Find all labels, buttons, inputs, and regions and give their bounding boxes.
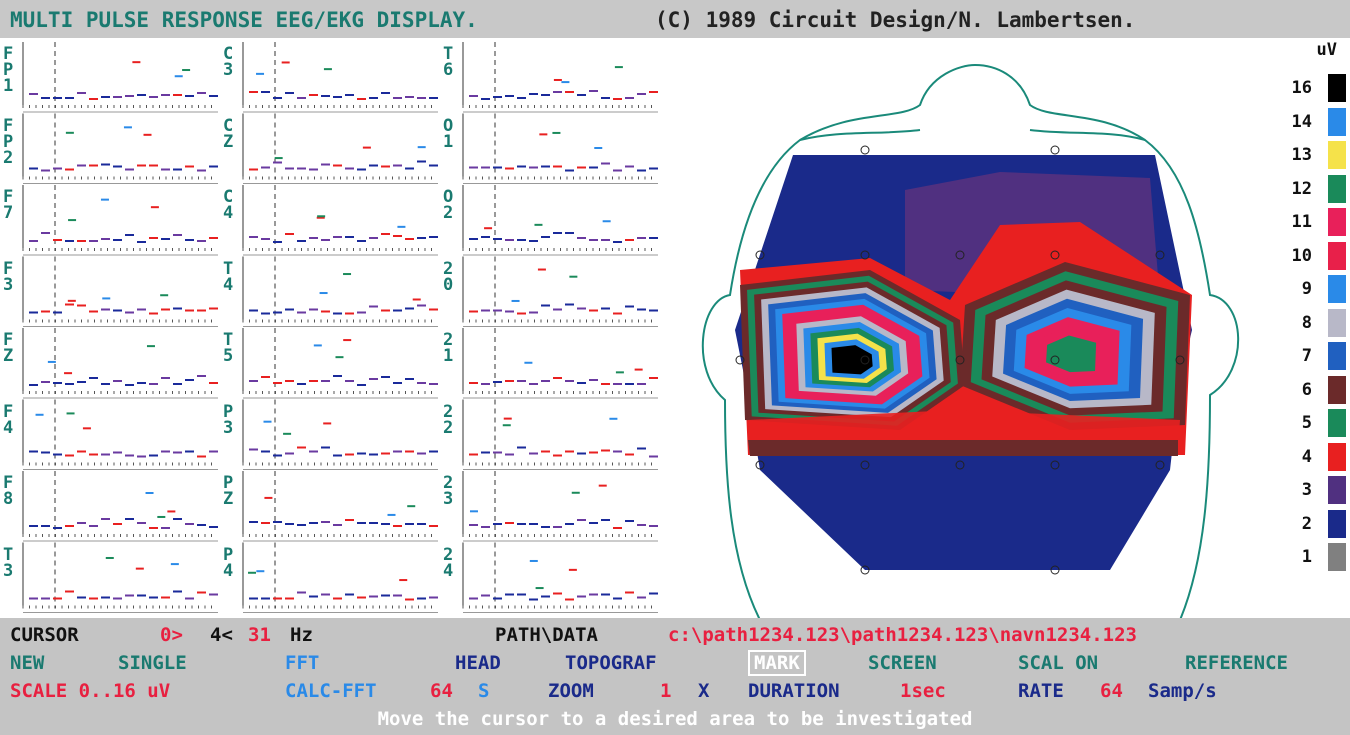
legend-label: 4 (1280, 447, 1312, 467)
legend-swatch (1328, 74, 1346, 102)
menu-item[interactable]: MARK (748, 650, 806, 676)
settings-item: S (478, 680, 489, 702)
cursor_line-item: 4< (210, 624, 233, 646)
topography (665, 38, 1350, 618)
channel-label: PZ (223, 475, 237, 507)
menu-item[interactable]: HEAD (455, 652, 501, 674)
channel-label: F7 (3, 189, 17, 221)
channel-label: 20 (443, 261, 457, 293)
cursor_line-item: c:\path1234.123\path1234.123\navn1234.12… (668, 624, 1137, 646)
legend-swatch (1328, 510, 1346, 538)
settings-item: Samp/s (1148, 680, 1217, 702)
legend-label: 14 (1280, 112, 1312, 132)
head-map (665, 38, 1350, 618)
legend-swatch (1328, 476, 1346, 504)
channel-label: C3 (223, 46, 237, 78)
channel-label: FP1 (3, 46, 17, 94)
map-level (748, 440, 1178, 456)
legend-swatch (1328, 108, 1346, 136)
legend-label: 12 (1280, 179, 1312, 199)
trace-panel (0, 38, 665, 618)
legend-swatch (1328, 309, 1346, 337)
electrode (861, 146, 869, 154)
channel-label: 21 (443, 332, 457, 364)
message: Move the cursor to a desired area to be … (0, 708, 1350, 730)
legend-unit: uV (1305, 40, 1337, 60)
channel-label: T5 (223, 332, 237, 364)
menu-item[interactable]: SCAL ON (1018, 652, 1098, 674)
legend-swatch (1328, 208, 1346, 236)
cursor_line-item: Hz (290, 624, 313, 646)
channel-label: T3 (3, 547, 17, 579)
channel-label: 23 (443, 475, 457, 507)
legend-label: 13 (1280, 145, 1312, 165)
channel-label: F4 (3, 404, 17, 436)
cursor_line-item: 31 (248, 624, 271, 646)
menu-item[interactable]: TOPOGRAF (565, 652, 657, 674)
legend-label: 3 (1280, 480, 1312, 500)
legend-swatch (1328, 376, 1346, 404)
traces (0, 38, 665, 618)
channel-label: 24 (443, 547, 457, 579)
legend-swatch (1328, 242, 1346, 270)
settings-item: ZOOM (548, 680, 594, 702)
settings-item: X (698, 680, 709, 702)
legend-label: 10 (1280, 246, 1312, 266)
electrode (1051, 146, 1059, 154)
cursor_line-item: PATH\DATA (495, 624, 598, 646)
legend-label: 5 (1280, 413, 1312, 433)
title: MULTI PULSE RESPONSE EEG/EKG DISPLAY. (10, 8, 478, 32)
legend-swatch (1328, 141, 1346, 169)
settings-item: RATE (1018, 680, 1064, 702)
legend-label: 11 (1280, 212, 1312, 232)
legend-label: 16 (1280, 78, 1312, 98)
legend-swatch (1328, 409, 1346, 437)
menu-item[interactable]: SCREEN (868, 652, 937, 674)
channel-label: O1 (443, 118, 457, 150)
channel-label: C4 (223, 189, 237, 221)
ears (800, 130, 1145, 140)
cursor_line-item: CURSOR (10, 624, 79, 646)
channel-label: CZ (223, 118, 237, 150)
settings-item: 1sec (900, 680, 946, 702)
channel-label: P4 (223, 547, 237, 579)
legend-swatch (1328, 275, 1346, 303)
channel-label: T6 (443, 46, 457, 78)
cursor_line-item: 0> (160, 624, 183, 646)
channel-label: O2 (443, 189, 457, 221)
channel-label: F3 (3, 261, 17, 293)
settings-item: 64 (1100, 680, 1123, 702)
legend-label: 8 (1280, 313, 1312, 333)
menu-item[interactable]: REFERENCE (1185, 652, 1288, 674)
legend-label: 1 (1280, 547, 1312, 567)
menu-item[interactable]: NEW (10, 652, 44, 674)
legend-swatch (1328, 342, 1346, 370)
channel-label: P3 (223, 404, 237, 436)
legend-swatch (1328, 543, 1346, 571)
title-bar: MULTI PULSE RESPONSE EEG/EKG DISPLAY. (C… (0, 0, 1350, 38)
menu-item[interactable]: FFT (285, 652, 319, 674)
channel-label: F8 (3, 475, 17, 507)
settings-item: 64 (430, 680, 453, 702)
legend-label: 9 (1280, 279, 1312, 299)
screen: MULTI PULSE RESPONSE EEG/EKG DISPLAY. (C… (0, 0, 1350, 735)
copyright: (C) 1989 Circuit Design/N. Lambertsen. (655, 8, 1135, 32)
settings-item: CALC-FFT (285, 680, 377, 702)
settings-item: DURATION (748, 680, 840, 702)
legend-label: 2 (1280, 514, 1312, 534)
legend-label: 6 (1280, 380, 1312, 400)
channel-label: T4 (223, 261, 237, 293)
settings-item: SCALE 0..16 uV (10, 680, 170, 702)
legend-swatch (1328, 443, 1346, 471)
channel-label: FZ (3, 332, 17, 364)
channel-label: 22 (443, 404, 457, 436)
channel-label: FP2 (3, 118, 17, 166)
menu-item[interactable]: SINGLE (118, 652, 187, 674)
settings-item: 1 (660, 680, 671, 702)
legend-swatch (1328, 175, 1346, 203)
legend-label: 7 (1280, 346, 1312, 366)
